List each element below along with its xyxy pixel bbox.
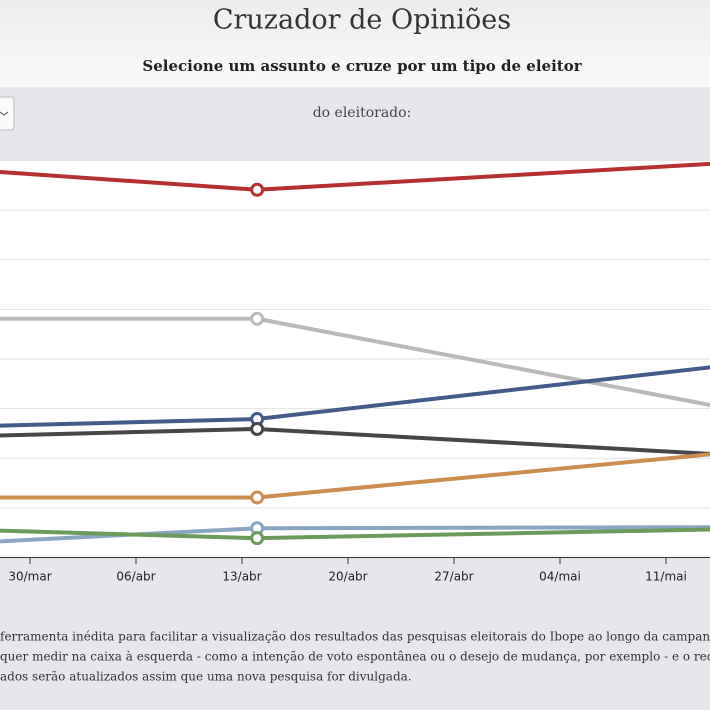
point — [250, 421, 265, 436]
plot — [0, 160, 710, 558]
header-bg — [0, 0, 710, 87]
subtitle: Selecione um assunto e cruze por um tipo… — [142, 57, 582, 75]
point — [250, 490, 265, 505]
x-ticks: 30/mar 06/abr 13/abr 20/abr 27/abr 04/mai 11/m… — [8, 557, 687, 584]
point — [250, 531, 265, 546]
footer-text: ados serão atualizados assim que uma nov… — [0, 670, 412, 684]
title: Cruzador de Opiniões — [213, 5, 511, 36]
control-bar — [0, 87, 710, 160]
control-label: do eleitorado: — [313, 105, 412, 121]
x-tick-label: 06/abr — [116, 570, 155, 584]
dropdown[interactable] — [0, 96, 15, 131]
point — [250, 311, 265, 326]
x-tick-label: 30/mar — [8, 570, 51, 584]
footer-text: quer medir na caixa à esquerda - como a … — [0, 650, 710, 664]
x-tick-label: 20/abr — [328, 570, 367, 584]
footer-text: ferramenta inédita para facilitar a visu… — [0, 630, 710, 644]
x-tick-label: 13/abr — [222, 570, 261, 584]
x-tick-label: 04/mai — [539, 570, 581, 584]
x-tick-label: 27/abr — [434, 570, 473, 584]
x-tick-label: 11/mai — [645, 570, 687, 584]
footer-bg — [0, 558, 710, 710]
point — [250, 182, 265, 197]
dropdown-arrow — [0, 111, 9, 116]
